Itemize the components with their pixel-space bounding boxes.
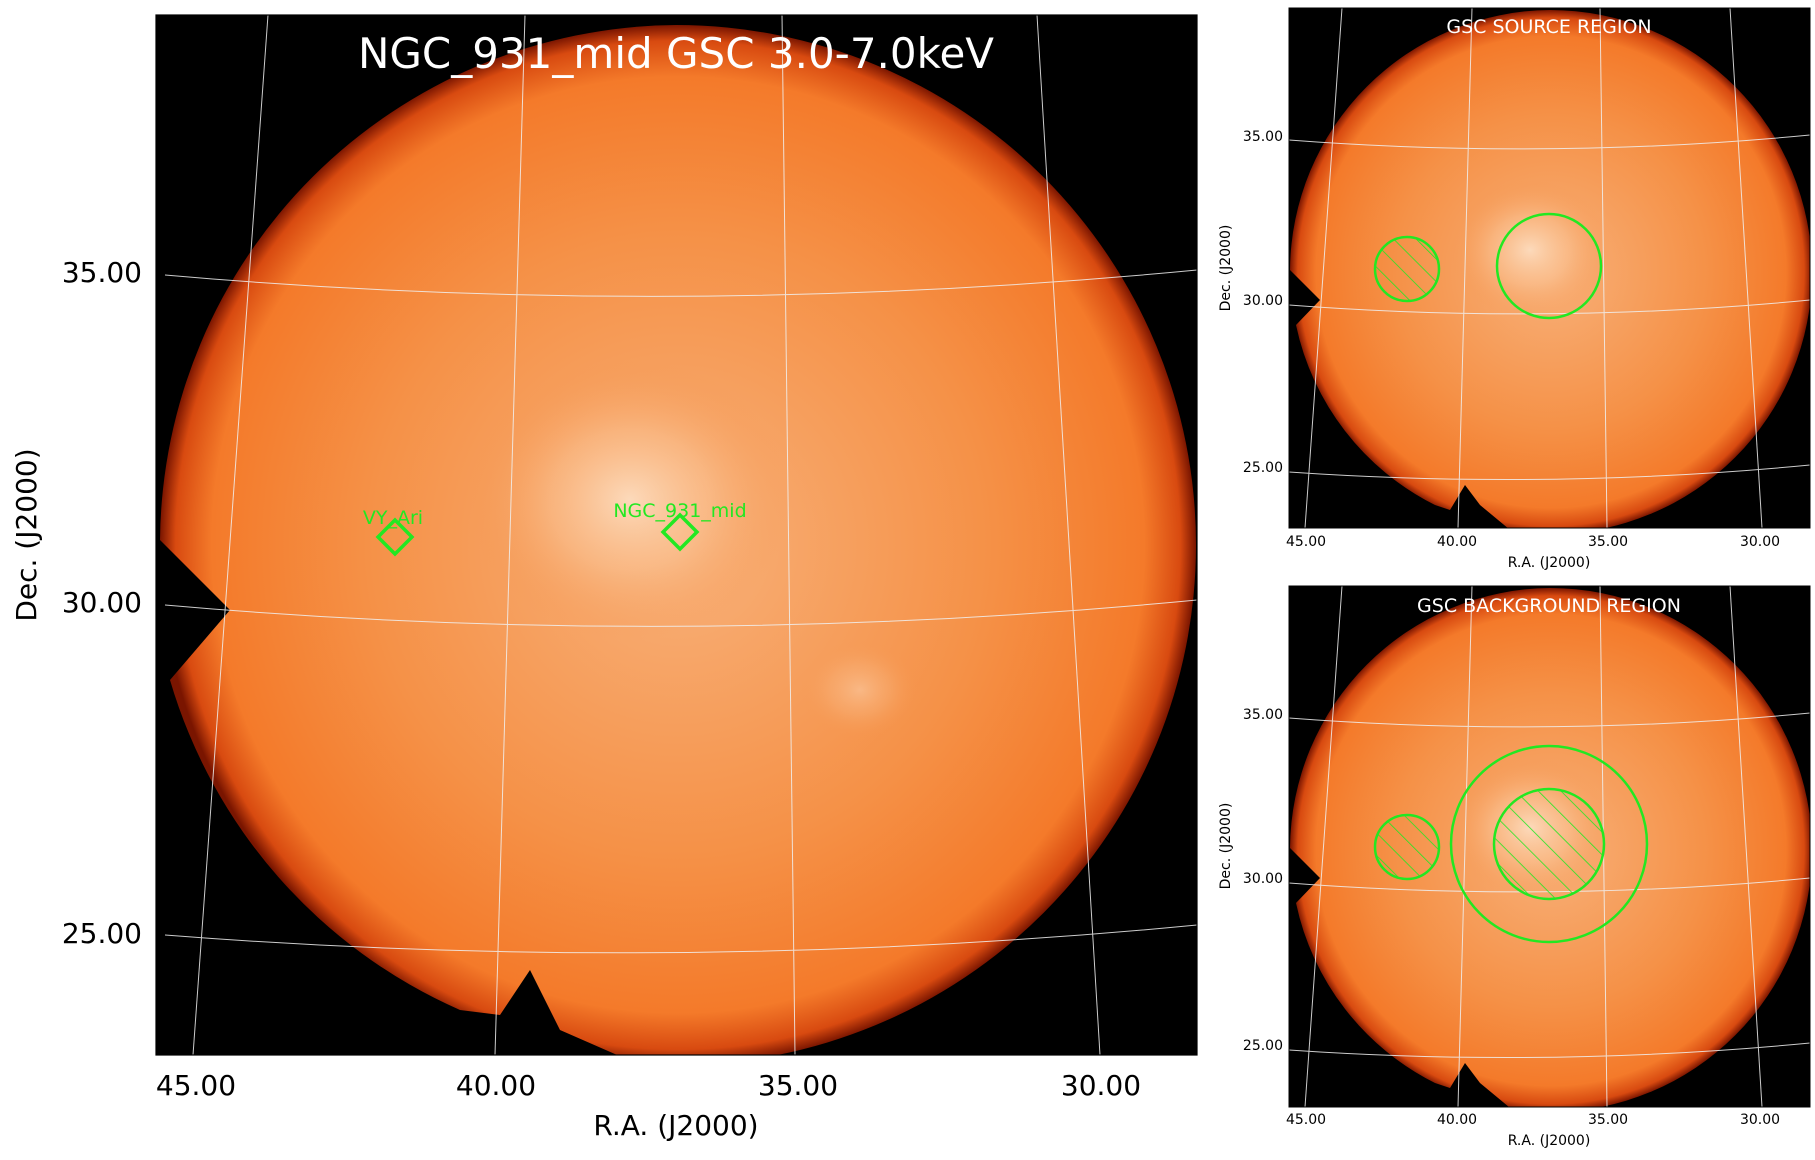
background-xtick: 45.00 bbox=[1286, 1112, 1326, 1128]
source-ytick: 35.00 bbox=[1243, 129, 1283, 145]
main-xtick: 45.00 bbox=[156, 1069, 236, 1102]
source-ylabel: Dec. (J2000) bbox=[1218, 225, 1234, 312]
source-xtick: 40.00 bbox=[1437, 534, 1477, 550]
main-title: NGC_931_mid GSC 3.0-7.0keV bbox=[358, 29, 994, 78]
background-excluded-region-vy-ari bbox=[1373, 813, 1441, 881]
main-ytick: 35.00 bbox=[62, 256, 142, 289]
background-excluded-source-circle bbox=[1492, 787, 1606, 901]
background-xtick: 35.00 bbox=[1588, 1112, 1628, 1128]
marker-ngc-931-mid bbox=[660, 512, 700, 552]
background-xtick: 40.00 bbox=[1437, 1112, 1477, 1128]
main-ytick: 25.00 bbox=[62, 917, 142, 950]
label-vy-ari: VY_Ari bbox=[363, 507, 423, 529]
main-xtick: 40.00 bbox=[456, 1069, 536, 1102]
label-ngc-931-mid: NGC_931_mid bbox=[613, 500, 746, 522]
background-x-ticks: 45.00 40.00 35.00 30.00 bbox=[1286, 1112, 1780, 1128]
main-axes-border bbox=[155, 14, 1198, 1056]
source-diffuse-emission bbox=[1450, 180, 1610, 320]
source-xtick: 30.00 bbox=[1740, 534, 1780, 550]
source-x-ticks: 45.00 40.00 35.00 30.00 bbox=[1286, 534, 1780, 550]
background-ylabel: Dec. (J2000) bbox=[1218, 803, 1234, 890]
main-xtick: 35.00 bbox=[758, 1069, 838, 1102]
source-xtick: 45.00 bbox=[1286, 534, 1326, 550]
background-xlabel: R.A. (J2000) bbox=[1508, 1133, 1591, 1149]
main-grid bbox=[164, 15, 1197, 1055]
main-ylabel: Dec. (J2000) bbox=[10, 448, 43, 621]
main-ytick: 30.00 bbox=[62, 586, 142, 619]
background-ytick: 35.00 bbox=[1243, 707, 1283, 723]
background-annulus-outer-circle bbox=[1449, 744, 1649, 944]
main-xlabel: R.A. (J2000) bbox=[593, 1109, 758, 1142]
main-xtick: 30.00 bbox=[1061, 1069, 1141, 1102]
background-y-ticks: 35.00 30.00 25.00 bbox=[1243, 707, 1283, 1054]
marker-vy-ari bbox=[375, 517, 415, 557]
source-xlabel: R.A. (J2000) bbox=[1508, 555, 1591, 571]
main-y-ticks: 35.00 30.00 25.00 bbox=[62, 256, 142, 950]
source-y-ticks: 35.00 30.00 25.00 bbox=[1243, 129, 1283, 476]
main-x-ticks: 45.00 40.00 35.00 30.00 bbox=[156, 1069, 1141, 1102]
background-ytick: 30.00 bbox=[1243, 871, 1283, 887]
source-region-panel: GSC SOURCE REGION 45.00 40.00 35.00 30.0… bbox=[1218, 7, 1811, 571]
source-axes-border bbox=[1288, 7, 1811, 529]
main-diffuse-emission bbox=[470, 360, 790, 640]
background-title: GSC BACKGROUND REGION bbox=[1417, 595, 1681, 617]
background-ytick: 25.00 bbox=[1243, 1038, 1283, 1054]
source-title: GSC SOURCE REGION bbox=[1446, 16, 1651, 38]
background-region-panel: GSC BACKGROUND REGION 45.00 40.00 35.00 … bbox=[1218, 585, 1811, 1149]
source-grid bbox=[1289, 8, 1810, 528]
source-ytick: 25.00 bbox=[1243, 460, 1283, 476]
source-xtick: 35.00 bbox=[1588, 534, 1628, 550]
main-faint-blob bbox=[800, 640, 920, 740]
background-xtick: 30.00 bbox=[1740, 1112, 1780, 1128]
source-ytick: 30.00 bbox=[1243, 293, 1283, 309]
background-axes-border bbox=[1288, 585, 1811, 1108]
main-plot: VY_Ari NGC_931_mid NGC_931_mid GSC 3.0-7… bbox=[10, 14, 1198, 1142]
source-extraction-circle bbox=[1495, 212, 1603, 320]
source-excluded-region-vy-ari bbox=[1373, 235, 1441, 303]
